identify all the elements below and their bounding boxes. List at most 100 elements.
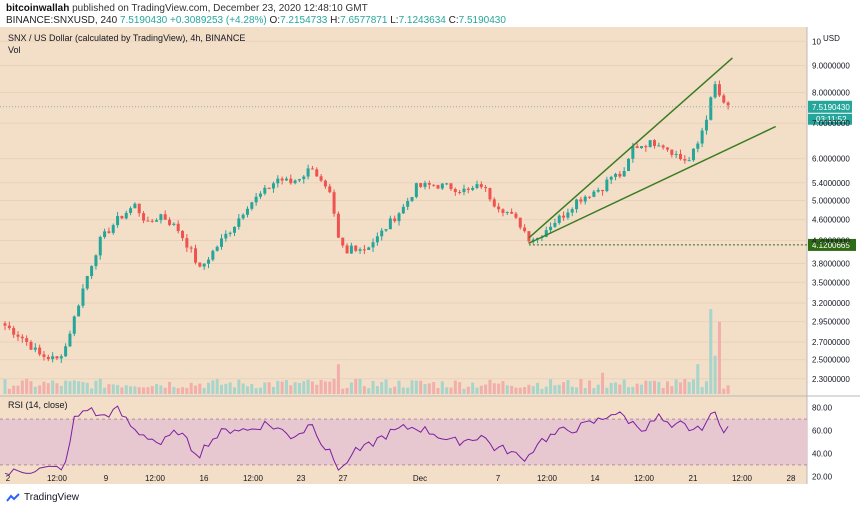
- ohlc-line: BINANCE:SNXUSD, 240 7.5190430 +0.3089253…: [6, 15, 506, 26]
- volume-bar: [59, 385, 63, 394]
- candle-body: [726, 102, 730, 106]
- volume-bar: [111, 384, 115, 394]
- volume-bar: [215, 379, 219, 394]
- high-label: H:: [330, 15, 341, 26]
- volume-bar: [137, 387, 141, 394]
- candle-body: [51, 356, 55, 360]
- volume-bar: [601, 372, 605, 394]
- candle-body: [588, 196, 592, 198]
- volume-bar: [566, 379, 570, 394]
- volume-bar: [553, 385, 557, 394]
- volume-bar: [596, 384, 600, 394]
- volume-bar: [501, 381, 505, 394]
- candle-body: [492, 199, 496, 207]
- candle-body: [453, 188, 457, 193]
- volume-bar: [414, 380, 418, 394]
- candle-body: [155, 220, 159, 222]
- candle-body: [605, 179, 609, 192]
- volume-bar: [81, 381, 85, 394]
- volume-bar: [371, 380, 375, 394]
- candle-body: [683, 159, 687, 161]
- volume-bar: [518, 387, 522, 394]
- candle-body: [614, 173, 618, 177]
- candle-body: [687, 160, 691, 162]
- candle-body: [245, 208, 249, 215]
- volume-bar: [168, 381, 172, 394]
- volume-bar: [85, 382, 89, 394]
- candle-body: [497, 206, 501, 210]
- volume-bar: [72, 380, 76, 394]
- price-tick-label: 4.2000000: [812, 237, 850, 246]
- volume-bar: [185, 387, 189, 394]
- volume-bar: [523, 387, 527, 394]
- candle-body: [111, 225, 115, 233]
- volume-bar: [458, 382, 462, 394]
- volume-bar: [635, 383, 639, 394]
- volume-bar: [176, 388, 180, 394]
- price-tick-label: 5.4000000: [812, 179, 850, 188]
- x-tick-label: 12:00: [47, 474, 68, 483]
- candle-body: [181, 231, 185, 239]
- currency-label: USD: [823, 34, 840, 43]
- volume-bar: [194, 385, 198, 394]
- volume-bar: [488, 379, 492, 394]
- candle-body: [94, 255, 98, 267]
- candle-body: [207, 259, 211, 264]
- publisher-name: bitcoinwallah: [6, 3, 70, 14]
- candle-body: [64, 346, 68, 357]
- candle-body: [397, 213, 401, 222]
- candle-body: [137, 203, 141, 214]
- candle-body: [371, 242, 375, 248]
- volume-bar: [293, 382, 297, 394]
- candle-body: [85, 276, 89, 289]
- volume-bar: [289, 385, 293, 394]
- candle-body: [700, 130, 704, 144]
- candle-body: [380, 230, 384, 237]
- candle-body: [289, 178, 293, 184]
- volume-bar: [267, 382, 271, 394]
- candle-body: [384, 229, 388, 231]
- chart-area[interactable]: 7.5190430 03:11:52 4.1200665 10 9.0000000 8.…: [0, 27, 860, 509]
- volume-bar: [280, 381, 284, 394]
- tradingview-footer[interactable]: TradingView: [6, 492, 79, 503]
- support-tag: 4.1200665: [812, 241, 850, 250]
- volume-bar: [544, 386, 548, 394]
- price-tick-label: 10: [812, 37, 821, 46]
- candle-body: [55, 356, 59, 359]
- price-tick-label: 3.2000000: [812, 299, 850, 308]
- volume-bar: [384, 379, 388, 394]
- candle-body: [38, 347, 42, 355]
- volume-bar: [150, 386, 154, 394]
- volume-bar: [527, 384, 531, 394]
- volume-bar: [362, 386, 366, 394]
- volume-bar: [241, 383, 245, 394]
- candle-body: [484, 187, 488, 189]
- volume-bar: [670, 386, 674, 394]
- candle-body: [332, 192, 336, 214]
- volume-bar: [315, 384, 319, 394]
- volume-bar: [51, 380, 55, 394]
- volume-bar: [3, 379, 7, 394]
- volume-bar: [297, 383, 301, 394]
- volume-bar: [432, 381, 436, 394]
- price-chart[interactable]: 7.5190430 03:11:52 4.1200665 10 9.0000000 8.…: [0, 27, 860, 484]
- candle-body: [423, 183, 427, 187]
- candle-body: [653, 140, 656, 146]
- candle-body: [566, 212, 570, 218]
- volume-bar: [181, 387, 185, 394]
- volume-bar: [349, 382, 353, 394]
- candle-body: [414, 183, 418, 198]
- volume-bar: [449, 387, 453, 394]
- volume-bar: [211, 380, 215, 394]
- volume-bar: [142, 387, 146, 394]
- volume-bar: [302, 381, 306, 394]
- candle-body: [553, 222, 557, 227]
- candle-body: [657, 145, 661, 147]
- candle-body: [25, 338, 29, 342]
- last-price: 7.5190430: [119, 15, 168, 26]
- candle-body: [722, 95, 726, 103]
- volume-bar: [410, 380, 414, 394]
- volume-bar: [271, 386, 275, 394]
- volume-bar: [700, 387, 704, 394]
- candle-body: [232, 226, 236, 233]
